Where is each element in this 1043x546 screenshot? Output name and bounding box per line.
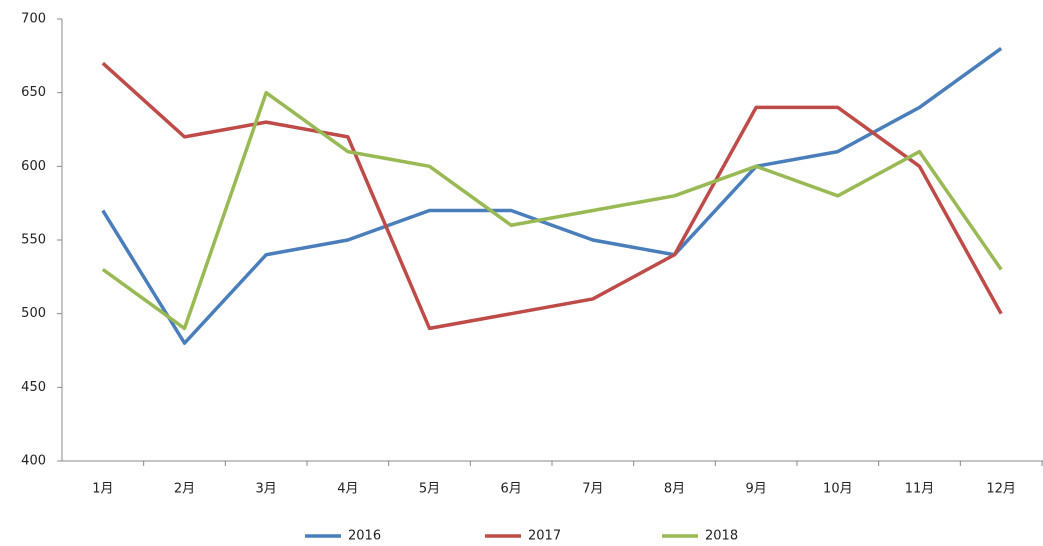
- x-tick-label: 6月: [501, 482, 522, 497]
- x-tick-label: 11月: [905, 482, 935, 497]
- x-tick-label: 1月: [92, 482, 113, 497]
- x-tick-label: 5月: [419, 482, 440, 497]
- series-line: [101, 47, 1003, 345]
- x-tick-label: 8月: [664, 482, 685, 497]
- x-tick-label: 12月: [986, 482, 1016, 497]
- y-tick-label: 500: [21, 306, 46, 321]
- y-tick-label: 600: [21, 159, 46, 174]
- series-line: [101, 61, 1003, 331]
- series-line: [101, 90, 1003, 331]
- y-tick-label: 650: [21, 85, 46, 100]
- x-tick-label: 7月: [582, 482, 603, 497]
- x-tick-label: 4月: [337, 482, 358, 497]
- legend-label: 2018: [705, 529, 738, 543]
- y-tick-label: 450: [21, 380, 46, 395]
- legend-label: 2017: [528, 529, 561, 543]
- y-tick-label: 550: [21, 233, 46, 248]
- y-tick-label: 700: [21, 12, 46, 27]
- legend-label: 2016: [348, 529, 381, 543]
- y-tick-label: 400: [21, 454, 46, 469]
- x-tick-label: 9月: [746, 482, 767, 497]
- x-tick-label: 3月: [256, 482, 277, 497]
- x-tick-label: 10月: [823, 482, 853, 497]
- x-tick-label: 2月: [174, 482, 195, 497]
